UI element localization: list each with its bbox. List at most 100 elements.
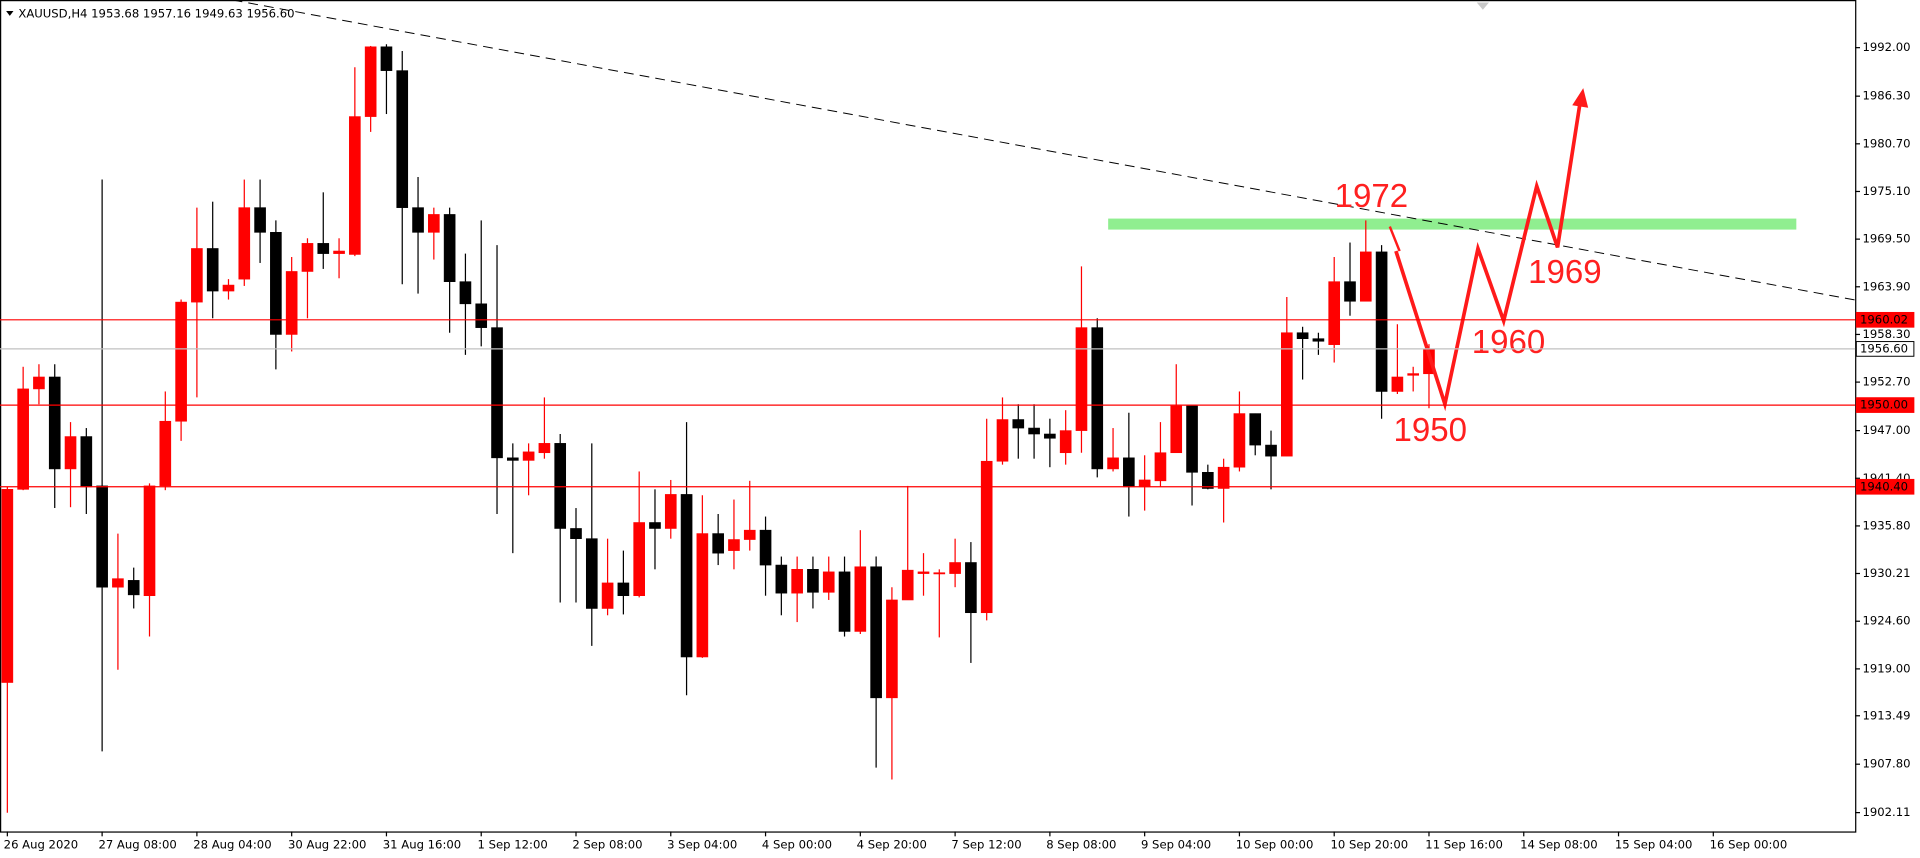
symbol-menu-icon[interactable] [6,11,14,16]
x-tick-label: 14 Sep 08:00 [1520,837,1598,851]
candle-body [822,571,835,593]
candle-body [1107,457,1119,470]
level-label-box [1855,311,1915,328]
forecast-arrowhead [1572,88,1589,108]
annotation: 1950 [1393,412,1467,449]
candle-body [127,580,140,596]
level-label: 1940.40 [1860,479,1908,493]
candle-body [1391,376,1404,392]
y-tick-label: 1924.60 [1862,614,1910,628]
candle-body [791,569,803,594]
candle-body [570,528,582,539]
candle-body [807,569,819,593]
level-label: 1960.02 [1860,312,1908,326]
candle-body [159,420,172,487]
candle-body [554,443,567,529]
candle-body [649,522,661,529]
resistance-zone [1108,218,1797,230]
candle-body [206,248,219,292]
candle-body [854,566,867,632]
annotation: 1960 [1472,324,1546,361]
candle-body [759,529,772,566]
candle-body [996,419,1009,462]
candle-body [585,538,598,609]
candle-body [222,284,235,292]
x-tick-label: 28 Aug 04:00 [193,837,271,851]
annotation: 1969 [1528,254,1602,291]
candle-body [980,460,993,614]
candle-body [1312,338,1325,342]
y-tick-label: 1986.30 [1862,89,1910,103]
x-tick-label: 8 Sep 08:00 [1046,837,1116,851]
level-label-box [1855,341,1915,357]
candle-body [870,566,882,699]
candle-body [333,250,345,254]
y-tick-label: 1980.70 [1862,136,1910,150]
candle-body [1028,427,1040,435]
level-label: 1950.00 [1860,398,1908,412]
candle-body [1012,419,1025,429]
trend-line [232,0,1856,301]
candle-body [48,376,61,470]
candle-body [1091,327,1104,470]
candle-body [96,485,108,588]
candle-body [1359,251,1372,302]
candle-body [1202,471,1214,489]
candle-body [917,571,930,574]
candle-body [33,376,45,390]
candle-body [317,243,330,254]
candle-body [1375,251,1388,392]
candle-body [64,436,77,470]
x-tick-label: 11 Sep 16:00 [1425,837,1503,851]
x-tick-label: 26 Aug 2020 [4,837,78,851]
candle-body [949,562,961,574]
candle-body [1186,405,1198,473]
y-tick-label: 1969.50 [1862,232,1910,246]
candle-body [270,232,282,335]
candle-body [617,582,630,597]
y-tick-label: 1902.11 [1862,805,1910,819]
candle-body [1265,444,1277,457]
x-tick-label: 30 Aug 22:00 [288,837,366,851]
candle-body [1281,332,1293,457]
x-tick-label: 7 Sep 12:00 [951,837,1021,851]
x-tick-label: 10 Sep 00:00 [1236,837,1314,851]
candle-body [696,533,709,658]
candle-body [143,485,156,597]
candle-body [1217,466,1230,489]
forecast-start [1388,226,1401,252]
candle-body [1328,281,1341,345]
x-tick-label: 15 Sep 04:00 [1615,837,1693,851]
y-tick-label: 1992.00 [1862,40,1910,54]
x-tick-label: 31 Aug 16:00 [383,837,461,851]
candle-body [601,582,614,609]
candle-body [17,388,29,490]
chart-header: XAUUSD,H4 1953.68 1957.16 1949.63 1956.6… [18,7,294,21]
y-tick-label: 1913.49 [1862,708,1910,722]
x-tick-label: 1 Sep 12:00 [478,837,548,851]
candle-body [1407,373,1419,376]
candle-body [1059,430,1072,454]
candle-body [428,214,440,233]
candle-body [838,571,851,632]
candle-body [901,569,914,601]
candle-body [728,539,740,551]
candle-body [886,599,898,699]
level-label: 1956.60 [1860,341,1908,355]
candle-body [1170,405,1183,454]
x-tick-label: 9 Sep 04:00 [1141,837,1211,851]
x-tick-label: 16 Sep 00:00 [1710,837,1788,851]
x-tick-label: 4 Sep 00:00 [762,837,832,851]
candle-body [1344,281,1356,302]
candle-body [1044,433,1056,439]
candle-body [175,301,187,422]
candle-body [301,243,314,272]
y-tick-label: 1975.10 [1862,184,1910,198]
scroll-marker [1476,2,1489,10]
candle-body [1233,413,1246,468]
y-tick-label: 1919.00 [1862,661,1910,675]
candle-body [1154,452,1167,482]
x-tick-label: 27 Aug 08:00 [98,837,176,851]
